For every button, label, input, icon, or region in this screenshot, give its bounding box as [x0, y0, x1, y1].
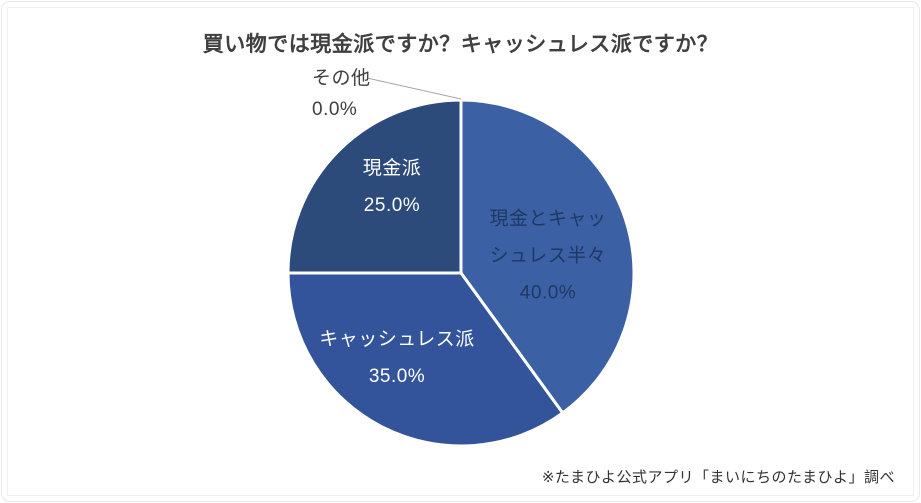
slice-label-text: 現金とキャッ — [489, 208, 607, 230]
chart-title: 買い物では現金派ですか？キャッシュレス派ですか？ — [202, 33, 719, 56]
slice-label-text: その他 — [312, 68, 371, 89]
slice-label-pct: 40.0% — [519, 282, 577, 304]
leader-line-other-icon — [366, 77, 462, 100]
slice-label-pct: 35.0% — [368, 366, 426, 387]
source-note: ※たまひよ公式アプリ「まいにちのたまひよ」調べ — [541, 469, 895, 486]
pie-slice-0 — [459, 98, 636, 415]
slice-label-text: シュレス半々 — [489, 245, 607, 267]
pie-slice-2 — [286, 98, 463, 275]
slice-label-other: その他 0.0% — [312, 63, 371, 125]
slice-label-cash: 現金派 25.0% — [363, 150, 422, 224]
slice-label-cashless: キャッシュレス派 35.0% — [319, 321, 475, 395]
slice-label-text: キャッシュレス派 — [319, 329, 475, 350]
pie-slice-1 — [286, 271, 565, 448]
slice-label-pct: 0.0% — [312, 99, 358, 120]
slice-label-half-half: 現金とキャッ シュレス半々 40.0% — [489, 201, 606, 312]
slice-label-pct: 25.0% — [363, 195, 421, 216]
slice-label-text: 現金派 — [362, 158, 422, 179]
pie-slices — [286, 98, 636, 448]
